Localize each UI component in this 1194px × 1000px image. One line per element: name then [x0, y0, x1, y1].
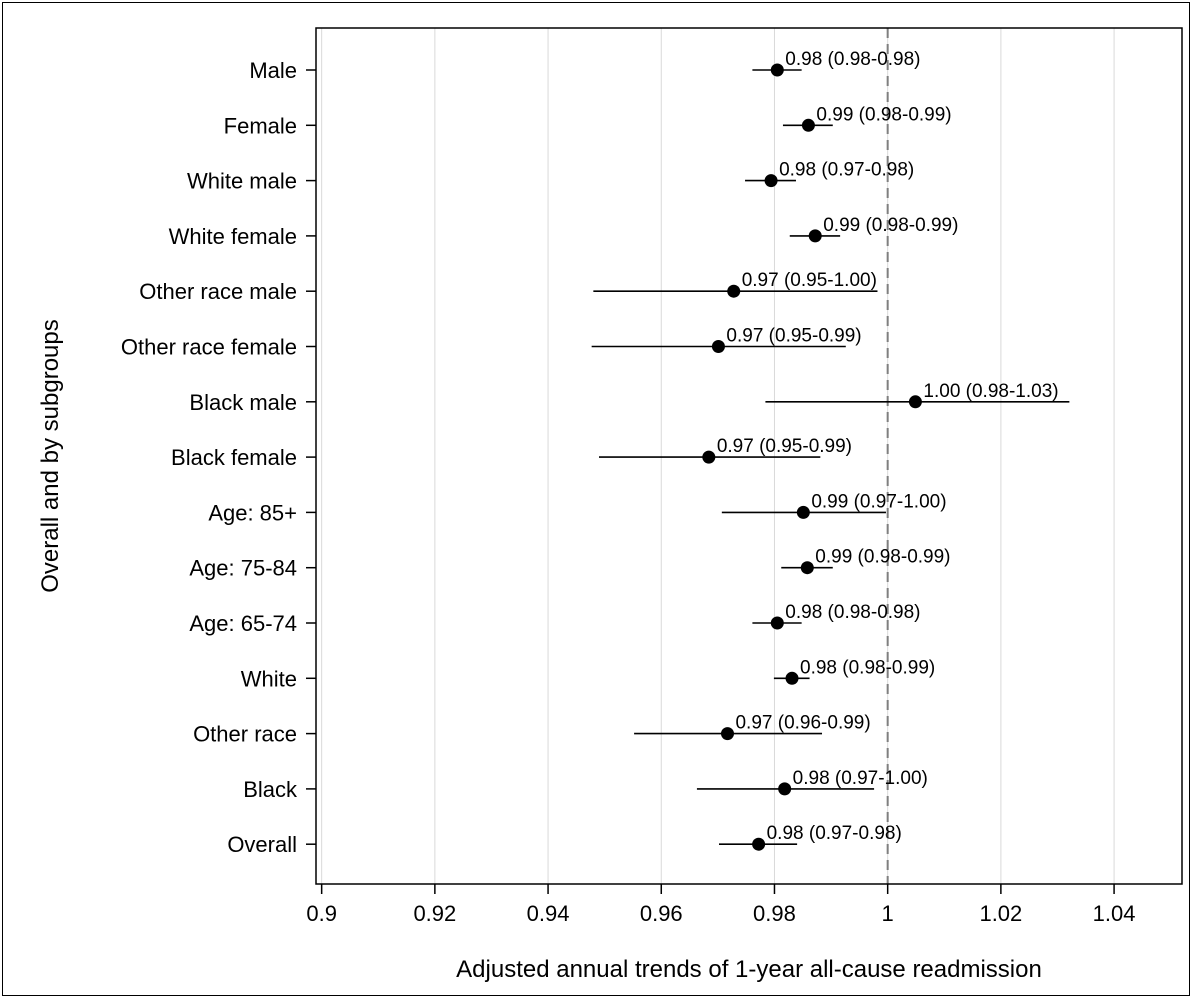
x-axis-title: Adjusted annual trends of 1-year all-cau… [456, 956, 1042, 983]
point-estimate [908, 395, 922, 409]
y-tick-label: White [241, 666, 297, 691]
data-label: 0.97 (0.96-0.99) [735, 713, 870, 734]
point-estimate [801, 118, 815, 132]
y-tick-label: Age: 65-74 [189, 611, 297, 636]
y-tick-label: Other race female [121, 335, 297, 360]
y-tick-label: Other race male [139, 279, 297, 304]
data-label: 0.98 (0.98-0.98) [785, 49, 920, 70]
data-label: 0.97 (0.95-0.99) [726, 326, 861, 347]
y-tick-label: Female [224, 113, 297, 138]
data-label: 0.98 (0.97-1.00) [793, 768, 928, 789]
x-tick-label: 0.96 [640, 901, 683, 926]
y-tick-label: White male [187, 169, 297, 194]
data-label: 0.97 (0.95-0.99) [717, 436, 852, 457]
data-label: 0.99 (0.97-1.00) [811, 491, 946, 512]
y-axis: Male Female White male White female Other ra… [121, 58, 316, 857]
point-estimate [778, 782, 792, 796]
x-tick-label: 0.92 [413, 901, 456, 926]
data-label: 0.99 (0.98-0.99) [815, 547, 950, 568]
data-marks: 0.98 (0.98-0.98) 0.99 (0.98-0.99) 0.98 (0.… [591, 49, 1070, 851]
point-estimate [770, 63, 784, 77]
y-tick-label: Other race [193, 722, 297, 747]
point-estimate [796, 505, 810, 519]
y-tick-label: Overall [227, 832, 297, 857]
point-estimate [808, 229, 822, 243]
point-estimate [800, 561, 814, 575]
data-label: 1.00 (0.98-1.03) [923, 381, 1058, 402]
data-label: 0.98 (0.98-0.98) [785, 602, 920, 623]
point-estimate [727, 284, 741, 298]
point-estimate [770, 616, 784, 630]
x-tick-label: 1.02 [979, 901, 1022, 926]
point-estimate [785, 671, 799, 685]
data-label: 0.97 (0.95-1.00) [742, 270, 877, 291]
data-label: 0.98 (0.98-0.99) [800, 657, 935, 678]
point-estimate [752, 837, 766, 851]
y-axis-title: Overall and by subgroups [37, 319, 64, 593]
data-label: 0.98 (0.97-0.98) [779, 160, 914, 181]
y-tick-label: Age: 85+ [208, 500, 297, 525]
point-estimate [764, 174, 778, 188]
x-tick-label: 0.98 [753, 901, 796, 926]
y-tick-label: Male [249, 58, 297, 83]
y-tick-label: Age: 75-84 [189, 556, 297, 581]
x-tick-label: 1.04 [1093, 901, 1136, 926]
y-tick-label: Black female [171, 445, 297, 470]
data-label: 0.99 (0.98-0.99) [823, 215, 958, 236]
x-tick-label: 0.94 [527, 901, 570, 926]
plot-area [315, 27, 1183, 885]
point-estimate [711, 340, 725, 353]
y-tick-label: Black [243, 777, 298, 802]
y-tick-label: White female [169, 224, 297, 249]
y-tick-label: Black male [189, 390, 297, 415]
data-label: 0.98 (0.97-0.98) [767, 823, 902, 844]
data-label: 0.99 (0.98-0.99) [816, 104, 951, 125]
point-estimate [702, 450, 716, 464]
x-tick-label: 1 [882, 901, 894, 926]
point-estimate [720, 727, 734, 741]
x-tick-label: 0.9 [306, 901, 337, 926]
x-axis: 0.9 0.92 0.94 0.96 0.98 1 1.02 1.04 [306, 884, 1135, 926]
